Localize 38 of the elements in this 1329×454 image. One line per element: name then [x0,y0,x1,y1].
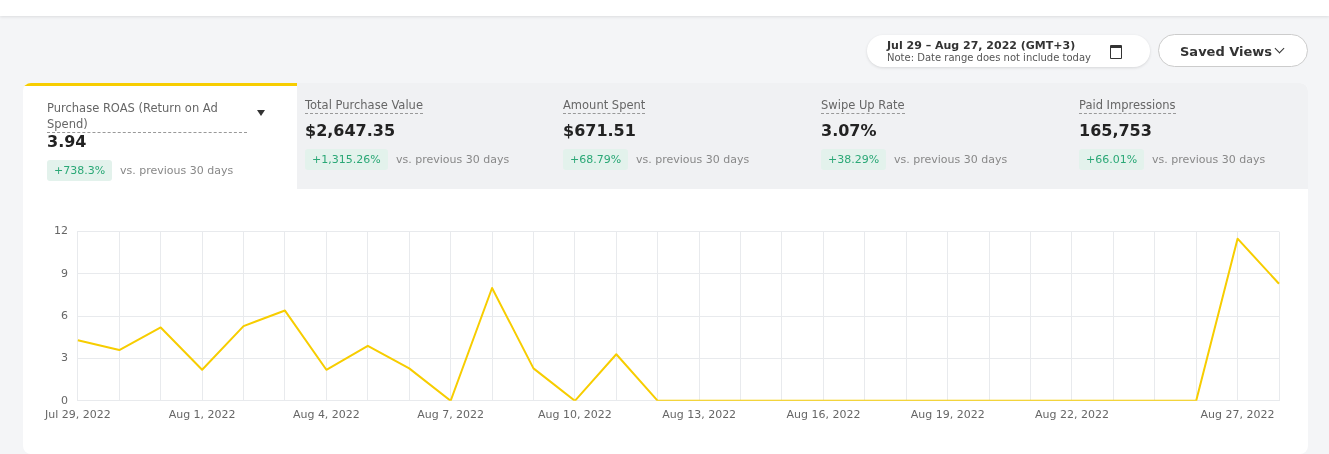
text: $2,647.35 [305,121,396,140]
text: 3.07% [821,121,877,140]
text: 3.94 [47,132,87,151]
text: +1,315.26% [305,149,388,170]
x-tick-label: Aug 1, 2022 [168,408,236,422]
text: vs. previous 30 days [636,153,750,166]
x-tick-label: Jul 29, 2022 [43,408,111,422]
text: Total Purchase Value [305,97,423,114]
text: vs. previous 30 days [120,164,234,177]
y-tick-label: 9 [60,266,68,280]
text: +38.29% [821,149,887,170]
text: Amount Spent [563,97,646,114]
x-tick-label: Aug 4, 2022 [292,408,360,422]
text: Swipe Up Rate [821,97,905,114]
x-tick-label: Aug 10, 2022 [537,408,612,422]
text: vs. previous 30 days [1152,153,1266,166]
text: +738.3% [47,160,113,181]
text: Jul 29 – Aug 27, 2022 (GMT+3) [887,39,1076,52]
text: Saved Views [1180,44,1273,59]
y-tick-label: 12 [53,224,68,238]
x-tick-label: Aug 27, 2022 [1200,408,1275,422]
text: Purchase ROAS (Return on Ad Spend) [47,100,247,133]
x-tick-label: Aug 13, 2022 [662,408,737,422]
x-tick-label: Aug 7, 2022 [417,408,485,422]
text: vs. previous 30 days [396,153,510,166]
y-tick-label: 3 [60,351,68,365]
x-tick-label: Aug 19, 2022 [910,408,985,422]
text: Note: Date range does not include today [887,52,1091,63]
text: +68.79% [563,149,629,170]
text: $671.51 [563,121,636,140]
text: Paid Impressions [1079,97,1176,114]
y-tick-label: 0 [60,393,68,407]
y-tick-label: 6 [60,309,68,323]
x-tick-label: Aug 16, 2022 [786,408,861,422]
text: 165,753 [1079,121,1152,140]
text: vs. previous 30 days [894,153,1008,166]
x-tick-label: Aug 22, 2022 [1034,408,1109,422]
text: +66.01% [1079,149,1145,170]
